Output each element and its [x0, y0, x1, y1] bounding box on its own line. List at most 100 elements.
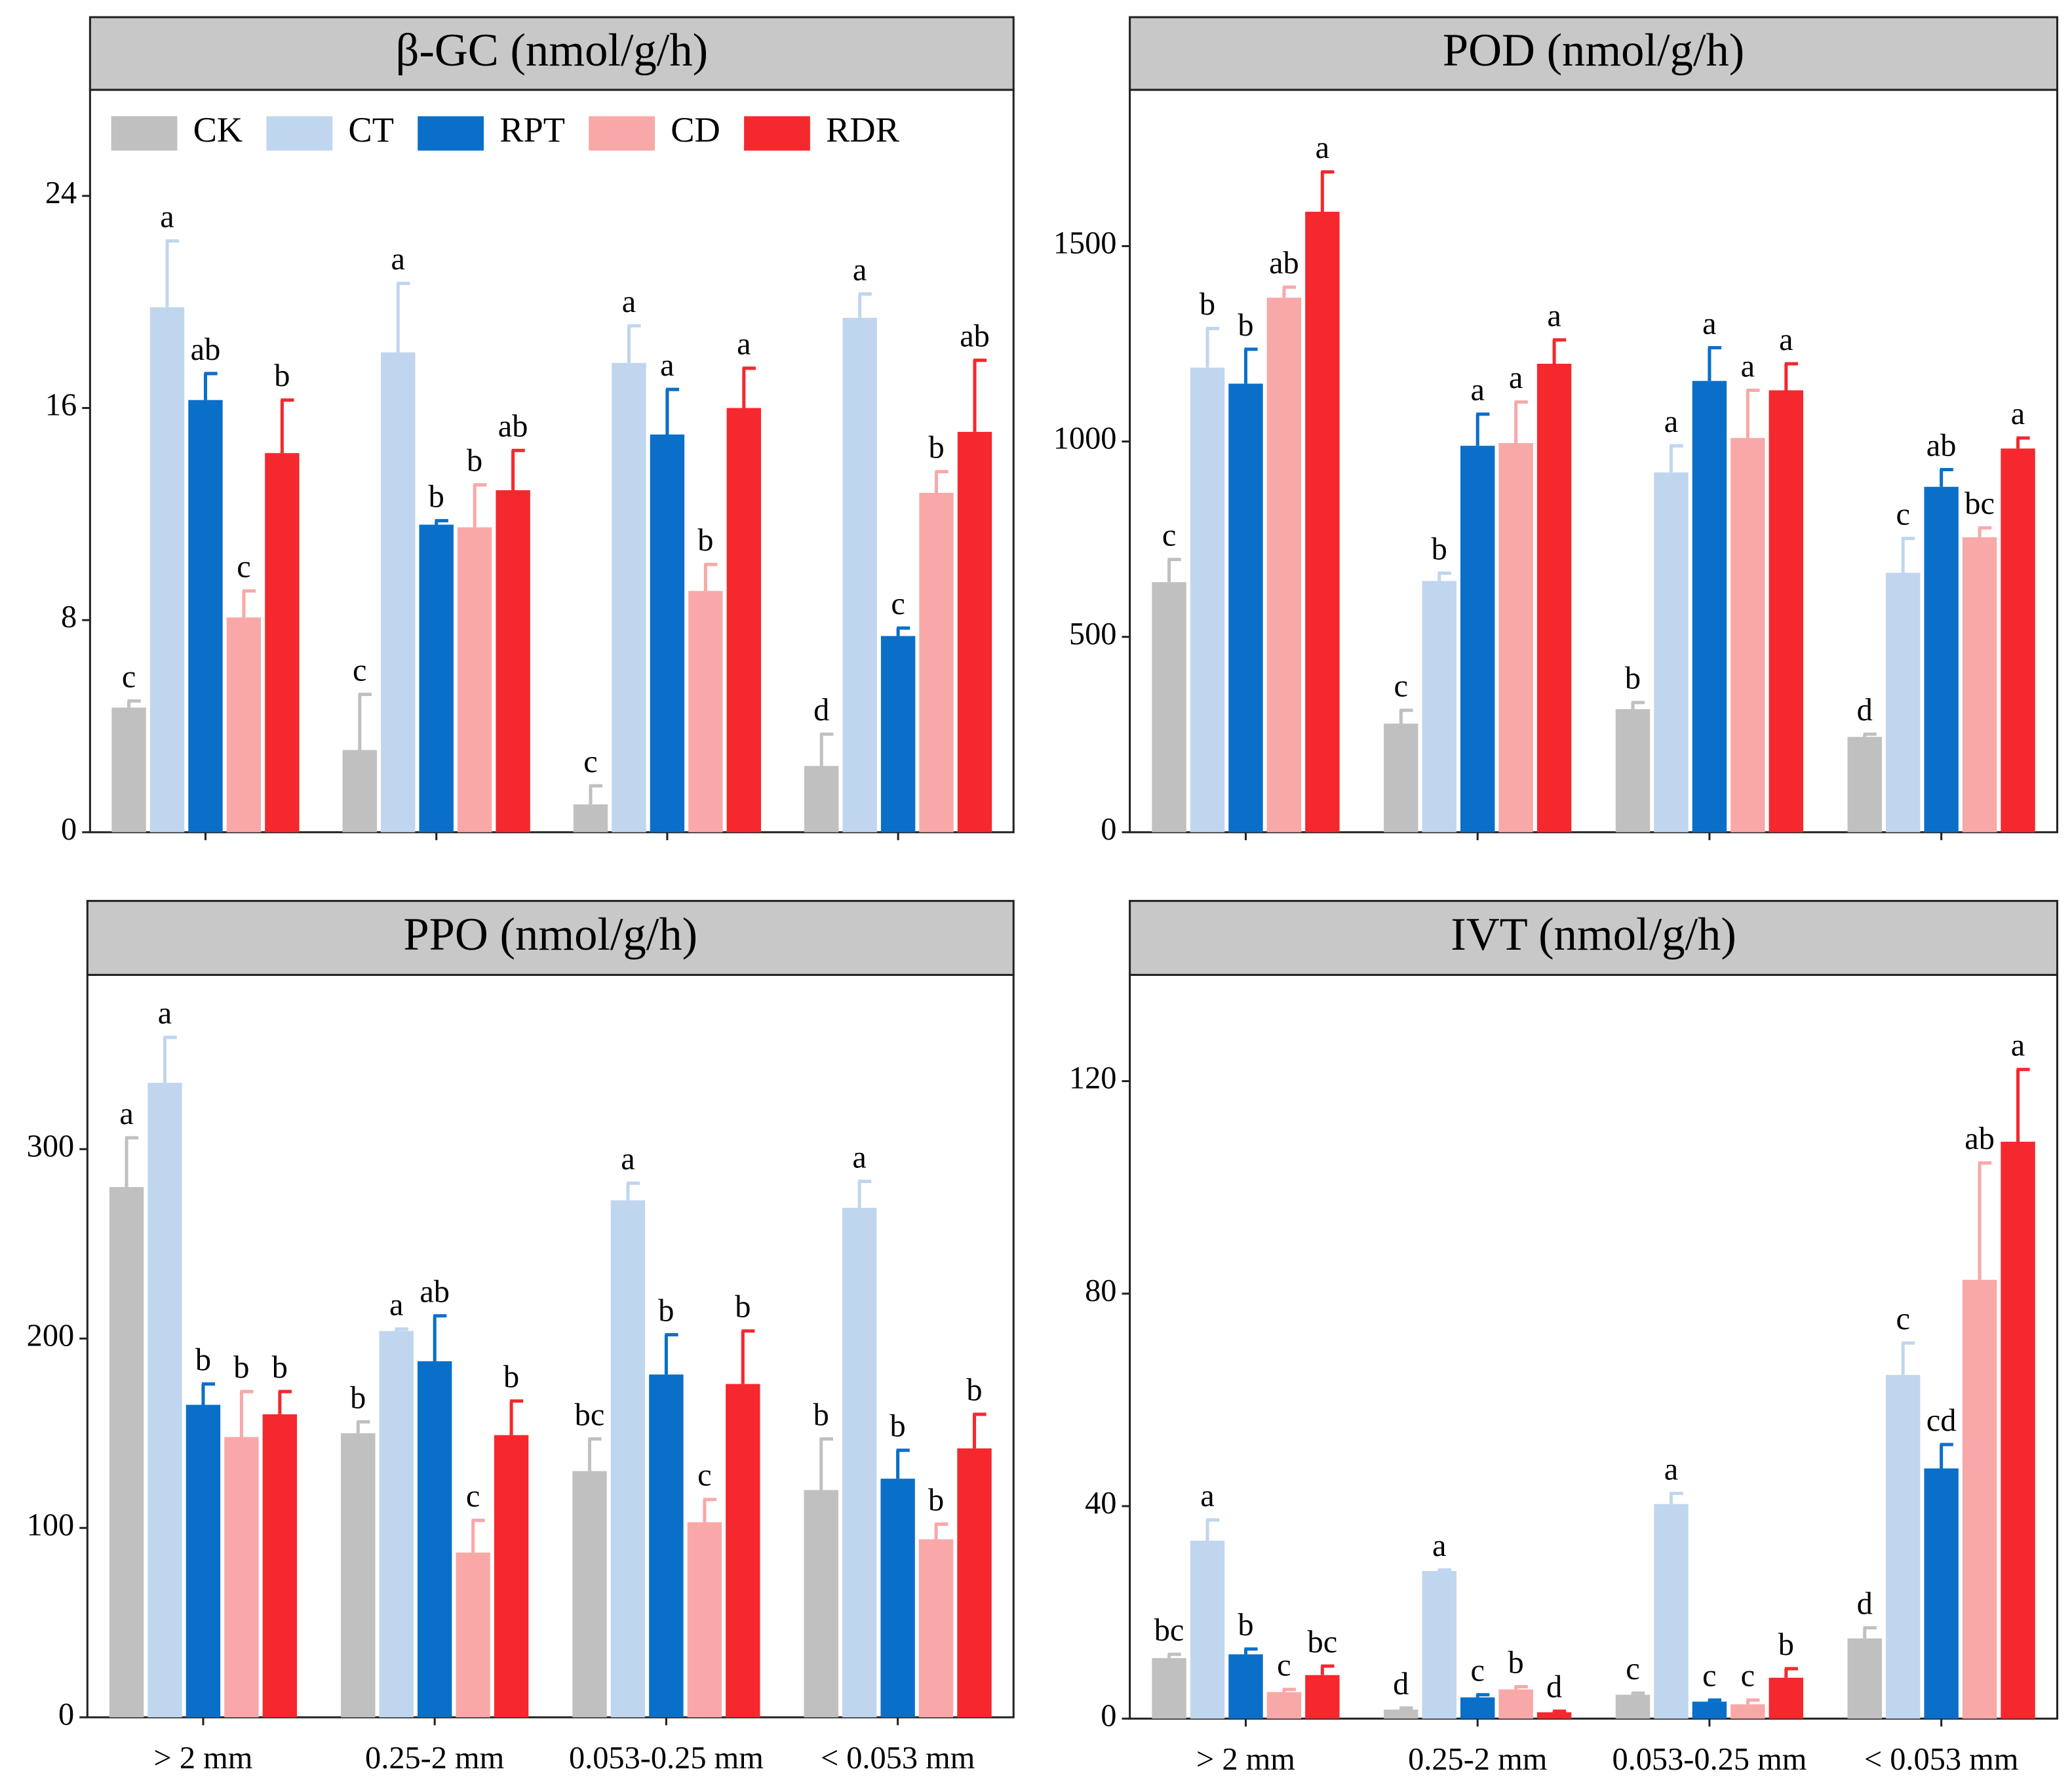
- bar: [265, 453, 300, 832]
- chart-title: IVT (nmol/g/h): [1451, 909, 1736, 960]
- y-tick-label: 1000: [1053, 421, 1117, 456]
- chart-title: β-GC (nmol/g/h): [395, 25, 708, 76]
- significance-letter: d: [1393, 1667, 1409, 1701]
- legend-label: CK: [193, 110, 243, 149]
- significance-letter: c: [1896, 1302, 1909, 1336]
- bar: [1924, 1468, 1959, 1719]
- bar: [1730, 1704, 1765, 1719]
- significance-letter: a: [119, 1097, 133, 1131]
- significance-letter: b: [1238, 308, 1253, 343]
- significance-letter: bc: [1308, 1625, 1338, 1660]
- bar: [419, 524, 454, 832]
- legend-label: CD: [671, 110, 720, 149]
- y-tick-label: 100: [27, 1507, 75, 1542]
- legend-swatch: [418, 116, 484, 151]
- significance-letter: a: [1432, 1528, 1446, 1563]
- bar: [1384, 724, 1418, 832]
- legend-label: RDR: [826, 110, 900, 149]
- bar: [573, 804, 608, 832]
- bar: [1460, 1697, 1495, 1719]
- significance-letter: b: [890, 1409, 906, 1444]
- bar: [147, 1083, 182, 1718]
- significance-letter: c: [237, 549, 250, 584]
- significance-letter: d: [813, 693, 829, 728]
- significance-letter: c: [1394, 669, 1408, 704]
- bar: [1654, 1504, 1689, 1719]
- bar: [1885, 1374, 1921, 1719]
- bar: [1422, 1570, 1456, 1719]
- significance-letter: c: [1470, 1654, 1484, 1688]
- bar: [726, 1384, 760, 1718]
- bar: [1769, 1677, 1804, 1719]
- plot-frame: [1129, 88, 2059, 834]
- bar: [496, 490, 530, 832]
- bar: [649, 1374, 684, 1718]
- significance-letter: b: [467, 444, 482, 478]
- bar: [1536, 1712, 1572, 1719]
- bar: [1422, 581, 1456, 832]
- x-tick-label: > 2 mm: [154, 1741, 253, 1776]
- bar: [1228, 383, 1263, 832]
- significance-letter: a: [1702, 306, 1716, 341]
- significance-letter: a: [1664, 404, 1678, 439]
- significance-letter: c: [1277, 1648, 1291, 1682]
- y-tick-label: 40: [1085, 1486, 1116, 1521]
- bar: [456, 1552, 490, 1718]
- significance-letter: b: [1432, 532, 1447, 566]
- significance-letter: ab: [191, 332, 221, 367]
- significance-letter: a: [1200, 1479, 1214, 1513]
- bar: [1885, 572, 1921, 832]
- significance-letter: ab: [960, 319, 990, 354]
- significance-letter: c: [891, 587, 905, 621]
- bar: [957, 1448, 992, 1718]
- title-box: [88, 16, 1015, 91]
- significance-letter: c: [583, 745, 597, 779]
- bar: [1924, 486, 1959, 832]
- y-tick-label: 80: [1085, 1273, 1116, 1308]
- bar: [880, 1479, 915, 1718]
- bar: [1228, 1654, 1263, 1719]
- significance-letter: a: [1509, 360, 1523, 395]
- bar: [1266, 1692, 1302, 1719]
- bar: [188, 400, 223, 832]
- bar: [1769, 390, 1804, 832]
- significance-letter: a: [852, 1140, 866, 1174]
- bar: [572, 1471, 607, 1718]
- significance-letter: bc: [1964, 486, 1995, 521]
- significance-letter: bc: [575, 1397, 605, 1432]
- significance-letter: a: [1741, 349, 1755, 383]
- bar: [1305, 212, 1340, 832]
- title-box: [1129, 900, 2059, 976]
- y-tick-label: 0: [1101, 1698, 1116, 1733]
- significance-letter: b: [350, 1380, 366, 1415]
- bar: [381, 352, 416, 832]
- significance-letter: b: [503, 1359, 519, 1394]
- y-tick-label: 200: [27, 1318, 75, 1353]
- bar: [842, 317, 877, 832]
- bar: [1962, 537, 1997, 832]
- significance-letter: ab: [498, 409, 528, 444]
- significance-letter: cd: [1926, 1403, 1957, 1438]
- significance-letter: c: [1626, 1652, 1639, 1686]
- y-tick-label: 24: [45, 176, 77, 210]
- x-tick-label: 0.053-0.25 mm: [569, 1741, 764, 1776]
- y-tick-label: 1500: [1053, 226, 1117, 261]
- bar: [612, 362, 646, 832]
- title-box: [86, 900, 1015, 976]
- significance-letter: b: [966, 1373, 982, 1408]
- bar: [186, 1405, 221, 1718]
- y-tick-label: 0: [58, 1697, 74, 1732]
- significance-letter: c: [122, 659, 136, 694]
- significance-letter: c: [353, 653, 366, 688]
- bar: [804, 766, 839, 832]
- significance-letter: d: [1857, 1586, 1873, 1621]
- legend-swatch: [589, 116, 655, 151]
- significance-letter: b: [928, 1483, 944, 1517]
- significance-letter: ab: [1926, 428, 1957, 463]
- significance-letter: b: [928, 430, 944, 465]
- x-tick-label: < 0.053 mm: [821, 1741, 975, 1776]
- bar: [1266, 298, 1302, 832]
- significance-letter: b: [1508, 1645, 1524, 1680]
- significance-letter: a: [1316, 130, 1329, 165]
